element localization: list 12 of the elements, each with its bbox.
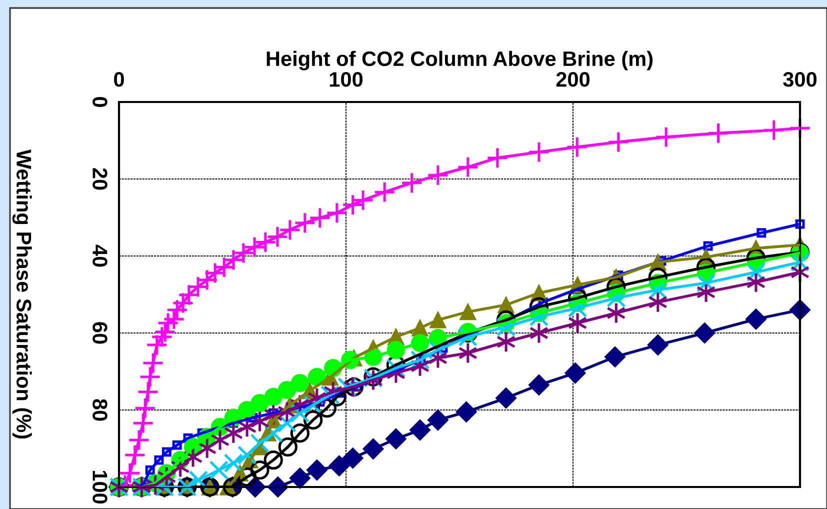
x-tick-label: 0 xyxy=(114,72,124,87)
x-tick-label: 200 xyxy=(556,72,590,87)
y-axis-title: Wetting Phase Saturation (%) xyxy=(12,149,32,439)
x-axis-title: Height of CO2 Column Above Brine (m) xyxy=(266,50,653,70)
y-tick-label: 0 xyxy=(92,97,108,107)
x-tick-label: 300 xyxy=(783,72,817,87)
y-tick-label: 20 xyxy=(92,168,108,190)
x-tick-label: 100 xyxy=(330,72,363,87)
y-tick-label: 40 xyxy=(92,244,108,267)
y-tick-label: 80 xyxy=(92,399,108,421)
y-tick-label: 100 xyxy=(92,470,108,504)
y-tick-label: 60 xyxy=(92,322,108,344)
